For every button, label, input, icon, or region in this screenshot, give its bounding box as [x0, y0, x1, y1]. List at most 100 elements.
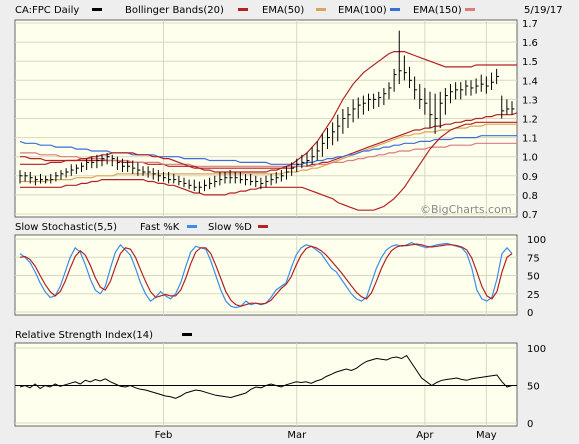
stochastic-tick-label: 25 [527, 290, 540, 301]
price-bar [311, 147, 315, 165]
rsi-lines [15, 354, 517, 399]
stochastic-tick-label: 100 [527, 235, 546, 246]
rsi-tick-label: 0 [527, 419, 533, 430]
price-bar [45, 175, 49, 184]
price-series-line [20, 121, 518, 211]
price-moving-averages [19, 50, 518, 211]
legend-ema150-label: EMA(150) [413, 5, 462, 16]
date-label: 5/19/17 [524, 5, 563, 16]
rsi-panel-frame [14, 342, 518, 427]
price-tick-label: 1.0 [522, 153, 538, 164]
price-bar [439, 91, 443, 129]
stochastic-legend-fastk: Fast %K [140, 222, 180, 233]
price-bar [60, 170, 64, 180]
price-bar [265, 175, 269, 188]
price-bar [465, 80, 469, 96]
price-bar [234, 171, 238, 184]
price-bar [511, 101, 515, 115]
stochastic-panel: Slow Stochastic(5,5) Fast %K Slow %D 100… [14, 222, 546, 319]
stochastic-fastk-swatch [187, 225, 197, 228]
legend-ema100-swatch [390, 8, 400, 11]
price-bar [342, 108, 346, 134]
price-bar [383, 87, 387, 106]
price-bar [460, 82, 464, 100]
price-bar [260, 177, 264, 190]
x-axis: Feb Mar Apr May [155, 430, 497, 441]
price-bar [245, 173, 248, 186]
price-bar [270, 173, 274, 186]
stochastic-slowd-swatch [258, 225, 268, 228]
price-bar [373, 93, 377, 109]
price-bar [316, 141, 320, 161]
price-bar [152, 168, 156, 180]
price-bar [250, 173, 254, 186]
price-bar [429, 91, 433, 129]
price-panel: 1.7 1.6 1.5 1.4 1.3 1.2 1.1 1.0 0.9 0.8 0.7 ©BigCh… [14, 19, 538, 221]
price-bar [173, 173, 177, 184]
price-bar [204, 179, 207, 192]
price-bar [475, 78, 479, 94]
price-bar [470, 80, 474, 96]
price-bar [214, 175, 218, 188]
price-bar [91, 156, 95, 169]
stochastic-y-axis: 100 75 50 25 0 [527, 235, 546, 319]
x-tick-label: Apr [416, 430, 434, 441]
price-bar [414, 76, 418, 100]
price-bar [106, 152, 110, 165]
price-bar [480, 74, 484, 92]
price-bar [444, 87, 448, 115]
price-tick-label: 1.3 [522, 95, 538, 106]
price-bar [209, 177, 213, 190]
price-bar [332, 122, 336, 146]
stochastic-tick-label: 75 [527, 253, 540, 264]
price-bar [321, 133, 325, 157]
price-bar [455, 82, 459, 100]
price-bar [275, 171, 279, 184]
legend-bollinger-swatch [238, 8, 248, 11]
rsi-tick-label: 50 [527, 382, 540, 393]
price-bars [19, 30, 515, 193]
price-bar [301, 154, 305, 169]
price-bar [286, 166, 289, 180]
price-bar [24, 171, 28, 182]
price-bar [157, 170, 161, 182]
price-bar [239, 171, 243, 184]
price-bar [229, 170, 233, 184]
stochastic-lines [19, 242, 513, 309]
price-bar [485, 76, 489, 94]
price-bar [347, 107, 351, 129]
x-tick-label: Mar [287, 430, 307, 441]
price-bar [29, 171, 33, 184]
price-bar [424, 87, 428, 115]
price-bar [219, 171, 223, 186]
price-tick-label: 1.2 [522, 115, 538, 126]
symbol-label: CA:FPC Daily [15, 5, 79, 16]
price-tick-label: 0.7 [522, 210, 538, 221]
price-bar [306, 152, 310, 167]
price-bar [496, 68, 500, 85]
price-bar [137, 162, 141, 176]
x-tick-label: May [476, 430, 497, 441]
price-bar [163, 171, 166, 182]
price-bar [255, 175, 259, 188]
price-bar [291, 162, 295, 176]
price-bar [362, 95, 366, 115]
x-tick-label: Feb [155, 430, 173, 441]
price-bar [378, 91, 382, 108]
symbol-swatch [92, 8, 102, 11]
price-bar [127, 160, 131, 172]
price-series-line [19, 135, 518, 165]
price-series-line [20, 123, 518, 183]
stochastic-title: Slow Stochastic(5,5) [15, 222, 117, 233]
price-bar [122, 158, 125, 172]
price-bar [352, 99, 356, 123]
rsi-series-line [19, 354, 513, 399]
legend-ema150-swatch [465, 8, 475, 11]
legend-ema50-swatch [316, 8, 326, 11]
price-bar [434, 93, 438, 134]
price-bar [147, 166, 151, 178]
price-bar [96, 154, 100, 169]
price-bar [34, 175, 38, 186]
price-bar [450, 84, 453, 104]
